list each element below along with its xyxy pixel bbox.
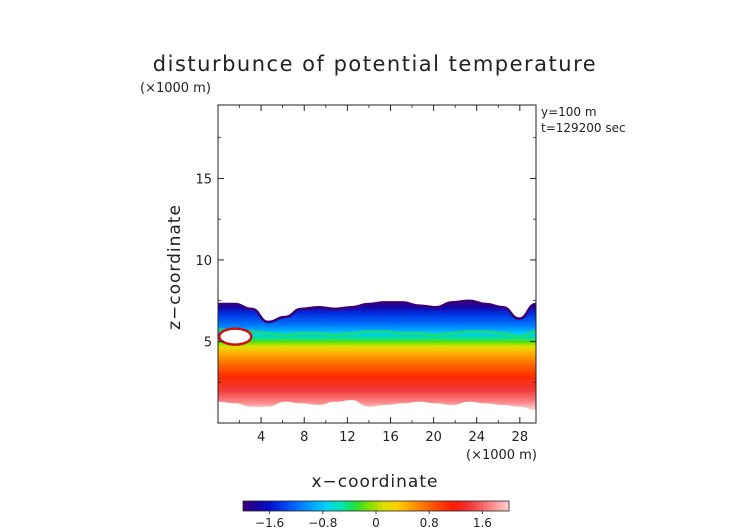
colorbar-ticks: −1.6 −0.8 0 0.8 1.6: [255, 511, 492, 530]
colorbar-tick-label: 0.8: [420, 516, 439, 530]
temperature-field: [218, 299, 536, 410]
y-tick-label: 10: [195, 254, 212, 269]
colorbar-tick-label: 1.6: [473, 516, 492, 530]
x-axis-ticks: 4 8 12 16 20 24 28: [239, 105, 529, 445]
annotation-y: y=100 m: [541, 105, 597, 119]
x-tick-label: 16: [382, 430, 399, 445]
colorbar-tick-label: 0: [372, 516, 380, 530]
y-axis-ticks: 5 10 15: [195, 137, 536, 383]
x-tick-label: 8: [300, 430, 308, 445]
colorbar-tick-label: −0.8: [308, 516, 337, 530]
zero-contour: [218, 328, 536, 339]
x-unit-label: (×1000 m): [466, 448, 537, 463]
x-axis-label: x−coordinate: [312, 472, 439, 492]
annotation-t: t=129200 sec: [541, 121, 626, 135]
chart-title: disturbunce of potential temperature: [153, 52, 597, 76]
x-tick-label: 4: [257, 430, 265, 445]
field-top-rim: [218, 299, 536, 324]
field-body: [218, 300, 536, 410]
plot-frame: [217, 104, 537, 424]
y-unit-label: (×1000 m): [140, 81, 211, 96]
colorbar-tick-label: −1.6: [255, 516, 284, 530]
y-axis-label: z−coordinate: [165, 204, 185, 330]
x-tick-label: 28: [512, 430, 529, 445]
x-tick-label: 20: [425, 430, 442, 445]
colorbar: [242, 500, 510, 512]
x-tick-label: 24: [468, 430, 485, 445]
y-tick-label: 5: [204, 335, 212, 350]
y-tick-label: 15: [195, 172, 212, 187]
x-tick-label: 12: [339, 430, 356, 445]
warm-bubble: [218, 327, 253, 346]
